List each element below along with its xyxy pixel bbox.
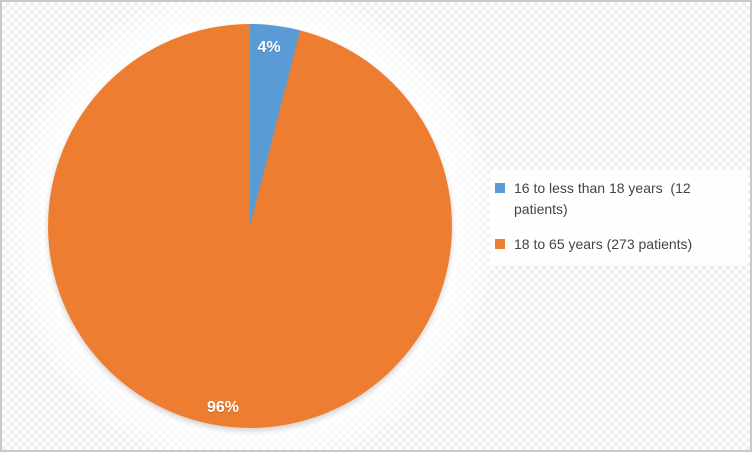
pie-chart [48, 24, 452, 428]
legend-item: 16 to less than 18 years (12 patients) [495, 178, 744, 220]
legend-swatch-icon [495, 183, 505, 193]
legend-item-label: 16 to less than 18 years (12 patients) [514, 180, 695, 217]
legend-swatch-icon [495, 239, 505, 249]
pie-data-label-small-slice: 4% [257, 39, 281, 56]
legend-item-label: 18 to 65 years (273 patients) [514, 236, 693, 252]
legend-item: 18 to 65 years (273 patients) [495, 234, 744, 255]
pie-data-label-large-slice: 96% [206, 399, 240, 416]
chart-legend: 16 to less than 18 years (12 patients) 1… [490, 170, 748, 265]
